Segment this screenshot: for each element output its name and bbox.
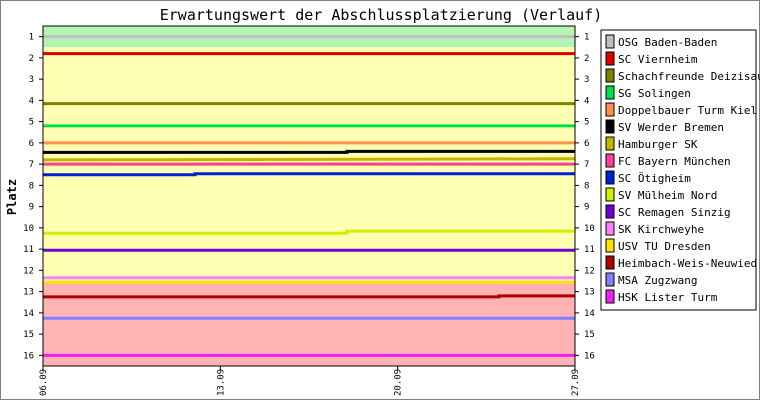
- legend-swatch-11: [605, 221, 615, 236]
- plot-border: [42, 25, 576, 367]
- x-tick-label: 20.09: [394, 369, 404, 396]
- y-tick-label-left: 3: [29, 75, 34, 85]
- background-bands: [43, 26, 575, 366]
- y-tick-label-left: 13: [23, 288, 34, 298]
- series-lines: [42, 35, 576, 357]
- legend-label-3: SG Solingen: [618, 87, 691, 100]
- legend-label-6: Hamburger SK: [618, 138, 698, 151]
- x-tick-label: 13.09: [216, 369, 226, 396]
- y-tick-label-right: 6: [584, 139, 589, 149]
- y-tick-label-right: 12: [584, 266, 595, 276]
- legend-swatch-3: [605, 85, 615, 100]
- y-tick-label-right: 10: [584, 224, 595, 234]
- x-tick-label: 06.09: [39, 369, 49, 396]
- legend-label-2: Schachfreunde Deizisau: [618, 70, 760, 83]
- y-tick-label-left: 1: [29, 33, 34, 43]
- y-tick-label-right: 2: [584, 54, 589, 64]
- legend-label-1: SC Viernheim: [618, 53, 698, 66]
- series-line-6: [42, 157, 576, 162]
- legend-label-4: Doppelbauer Turm Kiel: [618, 104, 757, 117]
- y-axis-label: Platz: [5, 179, 19, 215]
- y-tick-label-right: 5: [584, 118, 589, 128]
- legend-label-9: SV Mülheim Nord: [618, 189, 717, 202]
- y-tick-label-right: 15: [584, 330, 595, 340]
- y-tick-label-right: 4: [584, 96, 589, 106]
- series-line-5: [43, 149, 575, 154]
- series-line-13: [43, 294, 575, 299]
- y-tick-label-left: 6: [29, 139, 34, 149]
- y-tick-label-left: 2: [29, 54, 34, 64]
- legend-label-11: SK Kirchweyhe: [618, 223, 704, 236]
- y-tick-label-right: 14: [584, 309, 595, 319]
- y-tick-label-right: 1: [584, 33, 589, 43]
- y-tick-label-left: 7: [29, 160, 34, 170]
- y-tick-label-right: 7: [584, 160, 589, 170]
- x-tick-label: 27.09: [571, 369, 581, 396]
- legend: OSG Baden-Baden SC Viernheim Schachfreunde…: [600, 29, 760, 311]
- y-tick-label-left: 15: [23, 330, 34, 340]
- y-tick-label-left: 8: [29, 181, 34, 191]
- y-tick-label-right: 11: [584, 245, 595, 255]
- y-tick-label-left: 4: [29, 96, 34, 106]
- y-tick-label-right: 16: [584, 351, 595, 361]
- legend-label-8: SC Ötigheim: [618, 172, 691, 185]
- legend-swatch-2: [605, 68, 615, 83]
- legend-label-12: USV TU Dresden: [618, 240, 711, 253]
- legend-label-10: SC Remagen Sinzig: [618, 206, 731, 219]
- y-tick-label-left: 9: [29, 203, 34, 213]
- chart-title: Erwartungswert der Abschlussplatzierung …: [160, 6, 603, 24]
- y-tick-label-right: 9: [584, 203, 589, 213]
- y-tick-label-left: 16: [23, 351, 34, 361]
- y-tick-label-left: 5: [29, 118, 34, 128]
- legend-swatch-0: [605, 34, 615, 49]
- y-tick-label-left: 11: [23, 245, 34, 255]
- y-tick-label-left: 10: [23, 224, 34, 234]
- y-tick-label-right: 13: [584, 288, 595, 298]
- legend-label-15: HSK Lister Turm: [618, 291, 718, 304]
- legend-box: [600, 29, 757, 311]
- legend-swatch-10: [605, 204, 615, 219]
- legend-label-13: Heimbach-Weis-Neuwied: [618, 257, 757, 270]
- band-2: [43, 281, 575, 366]
- legend-label-7: FC Bayern München: [618, 155, 731, 168]
- legend-swatch-12: [605, 238, 615, 253]
- legend-swatch-9: [605, 187, 615, 202]
- series-line-8: [43, 172, 575, 177]
- series-line-9: [43, 229, 575, 235]
- y-tick-label-right: 8: [584, 181, 589, 191]
- legend-label-0: OSG Baden-Baden: [618, 36, 717, 49]
- y-tick-label-right: 3: [584, 75, 589, 85]
- legend-label-5: SV Werder Bremen: [618, 121, 724, 134]
- legend-label-14: MSA Zugzwang: [618, 274, 697, 287]
- legend-swatch-4: [605, 102, 615, 117]
- legend-swatch-7: [605, 153, 615, 168]
- legend-swatch-5: [605, 119, 615, 134]
- y-tick-label-left: 12: [23, 266, 34, 276]
- legend-swatch-13: [605, 255, 615, 270]
- legend-swatch-1: [605, 51, 615, 66]
- legend-swatch-15: [605, 289, 615, 304]
- legend-swatch-8: [605, 170, 615, 185]
- legend-swatch-6: [605, 136, 615, 151]
- y-tick-label-left: 14: [23, 309, 34, 319]
- legend-swatch-14: [605, 272, 615, 287]
